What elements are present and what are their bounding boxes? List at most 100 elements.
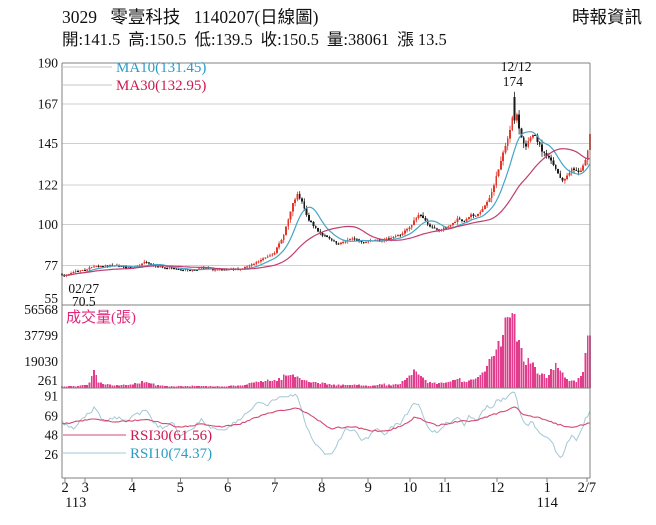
volume-bar [547, 374, 550, 388]
candle-body [538, 142, 541, 145]
volume-bar [422, 377, 425, 388]
candle-body [246, 266, 249, 268]
volume-bar [495, 349, 498, 388]
candle-body [248, 265, 251, 267]
volume-bar [81, 384, 84, 388]
candle-body [255, 262, 258, 264]
candle-body [543, 151, 546, 154]
candle-body [285, 226, 287, 235]
volume-bar [488, 359, 491, 388]
candle-body [394, 236, 397, 238]
candle-body [321, 232, 324, 236]
volume-bar [438, 382, 441, 388]
volume-bar [454, 380, 457, 388]
annotation-70.5: 70.5 [72, 294, 96, 309]
volume-bar [90, 376, 93, 388]
candle-body [163, 267, 166, 269]
volume-bar [161, 385, 164, 388]
legend-ma10: MA10(131.45) [116, 60, 206, 76]
candle-body [291, 203, 294, 212]
rsi30-line [61, 406, 591, 432]
candle-body [216, 269, 219, 271]
candle-body [486, 202, 489, 206]
candle-body [81, 269, 84, 271]
quote-item: 量:38061 [326, 30, 390, 49]
volume-bar [385, 385, 388, 388]
month-label: 7 [271, 480, 278, 496]
volume-bar [381, 384, 383, 388]
candle-body [138, 265, 141, 267]
volume-bar [102, 383, 105, 388]
volume-bar [374, 385, 377, 388]
volume-bar [305, 380, 308, 388]
volume-bar [337, 384, 340, 388]
candle-body [378, 239, 381, 241]
candle-body [483, 205, 486, 210]
candle-body [161, 266, 164, 268]
volume-bar [582, 371, 585, 388]
volume-bar [525, 365, 527, 388]
volume-bar [138, 383, 141, 388]
candle-body [419, 215, 422, 217]
volume-bar [520, 347, 523, 388]
candle-body [106, 265, 109, 267]
candle-body [527, 141, 530, 147]
candle-body [195, 269, 198, 271]
volume-bar [442, 383, 445, 388]
candle-body [547, 155, 550, 158]
volume-bar [477, 377, 479, 388]
volume-bar [554, 362, 557, 388]
volume-bar [339, 385, 342, 388]
volume-bar [106, 384, 109, 388]
candle-body [445, 227, 447, 229]
candle-body [406, 229, 409, 231]
data-source-label: 時報資訊 [572, 7, 642, 27]
volume-bar [413, 369, 415, 388]
volume-bar [568, 381, 571, 388]
candle-body [280, 239, 283, 244]
volume-bar [72, 386, 75, 388]
rsi-ytick: 69 [45, 408, 59, 423]
volume-bar [225, 386, 228, 388]
candle-body [301, 198, 303, 202]
volume-bar [353, 384, 356, 388]
candle-body [408, 227, 411, 230]
candle-body [577, 170, 580, 173]
volume-bar [369, 385, 372, 388]
volume-bar [177, 386, 180, 388]
volume-bar [461, 381, 463, 388]
volume-bar [509, 317, 511, 388]
candle-body [385, 238, 388, 240]
candle-body [392, 236, 395, 238]
candle-body [257, 261, 260, 263]
candle-body [312, 221, 315, 226]
volume-bar [456, 378, 459, 388]
annotation-174: 174 [503, 74, 524, 89]
volume-bar [513, 314, 516, 388]
volume-bar [417, 374, 420, 388]
volume-bar [497, 340, 500, 388]
volume-bar [344, 385, 347, 388]
volume-bar [173, 386, 175, 388]
volume-bar [77, 386, 79, 388]
volume-bar [264, 380, 267, 388]
volume-bar [470, 379, 473, 388]
volume-bar [184, 386, 187, 388]
candle-body [429, 224, 431, 227]
candle-body [221, 269, 223, 271]
volume-bar [307, 382, 310, 388]
volume-bar [360, 385, 363, 388]
volume-bar [451, 380, 454, 388]
rsi-ytick: 48 [45, 427, 59, 442]
volume-bar [83, 384, 86, 388]
candle-body [273, 253, 276, 255]
volume-bar [486, 366, 489, 388]
volume-bar [157, 384, 159, 388]
volume-bar [294, 377, 297, 388]
volume-title: 成交量(張) [66, 308, 136, 326]
candle-body [579, 170, 582, 173]
volume-bar [317, 383, 319, 388]
era-label: 114 [537, 495, 559, 511]
volume-bar [257, 381, 260, 388]
volume-bar [383, 383, 386, 388]
